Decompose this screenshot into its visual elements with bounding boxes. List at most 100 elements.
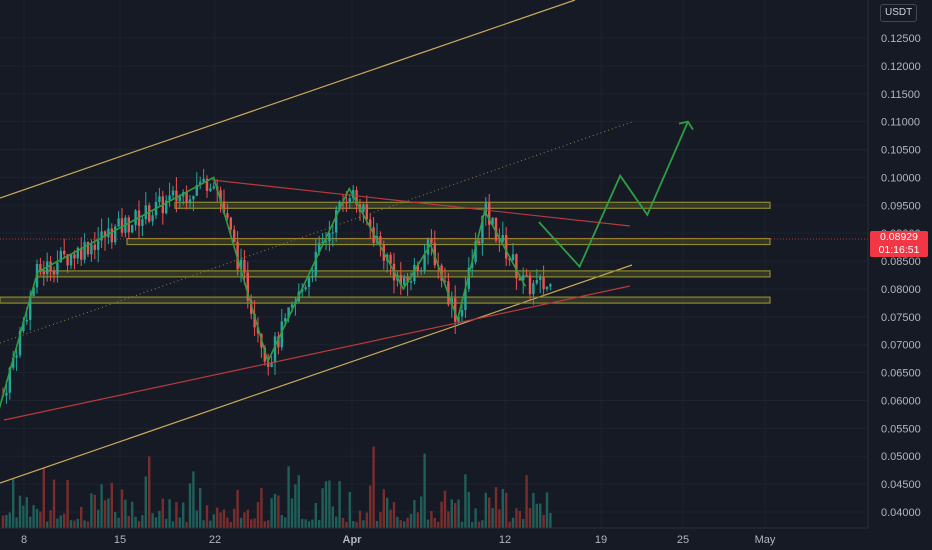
volume-bar <box>287 466 290 528</box>
candle-body <box>362 204 365 212</box>
volume-bar <box>18 495 22 528</box>
candle-body <box>18 330 22 356</box>
volume-bar <box>137 521 141 528</box>
candle-body <box>457 316 460 322</box>
volume-bar <box>532 493 535 528</box>
candle-body <box>253 313 256 328</box>
volume-bar <box>352 521 355 528</box>
price-axis[interactable]: 0.12500 0.12000 0.11500 0.11000 0.10500 0.100… <box>867 0 932 550</box>
candle-body <box>352 190 355 199</box>
volume-bar <box>192 471 195 528</box>
price-tick-label: 0.07000 <box>881 340 921 352</box>
price-tick-label: 0.12000 <box>881 61 921 73</box>
time-tick-label: 25 <box>677 534 689 546</box>
candle-body <box>236 241 239 270</box>
candle-body <box>324 241 328 243</box>
candle-body <box>430 239 433 243</box>
volume-bar <box>110 482 113 528</box>
candle-body <box>389 254 392 264</box>
price-axis-bg <box>868 0 932 550</box>
volume-bar <box>100 484 103 528</box>
volume-bar <box>195 510 198 528</box>
volume-bar <box>396 516 399 528</box>
support-resistance-zone <box>126 237 771 246</box>
candle-body <box>233 229 236 242</box>
volume-bar <box>338 481 341 528</box>
volume-bar <box>501 488 504 528</box>
volume-bar <box>165 518 168 528</box>
volume-bar <box>358 510 362 528</box>
candle-body <box>76 247 79 259</box>
volume-bar <box>423 453 426 528</box>
volume-bar <box>409 513 413 528</box>
volume-bar <box>202 520 205 528</box>
volume-bar <box>120 489 124 528</box>
time-axis[interactable]: 8 15 22 Apr 12 19 25 May <box>0 527 868 546</box>
volume-bar <box>131 501 134 528</box>
volume-bar <box>528 508 532 528</box>
candle-body <box>25 319 28 322</box>
volume-bar <box>290 498 294 528</box>
volume-bar <box>32 505 35 528</box>
candle-body <box>199 181 202 185</box>
candle-body <box>239 259 243 270</box>
candle-body <box>454 298 457 322</box>
volume-bar <box>460 521 464 528</box>
volume-bar <box>103 500 107 528</box>
candle-body <box>515 254 518 279</box>
projection-path-line <box>538 121 689 269</box>
volume-bar <box>141 515 144 528</box>
volume-bar <box>25 497 28 528</box>
candle-body <box>474 241 477 262</box>
volume-bar <box>416 512 419 528</box>
volume-bar <box>341 517 345 528</box>
volume-bar <box>83 520 86 528</box>
volume-bar <box>5 514 8 528</box>
candle-body <box>86 242 90 255</box>
candle-body <box>284 318 287 322</box>
price-tick-label: 0.08500 <box>881 256 921 268</box>
candle-body <box>107 228 110 238</box>
candle-body <box>467 267 470 289</box>
support-resistance-zone <box>174 201 771 209</box>
candle-body <box>226 213 229 218</box>
volume-bar <box>294 484 297 528</box>
volume-bar <box>29 516 32 528</box>
candle-body <box>511 254 515 261</box>
volume-bar <box>488 497 491 528</box>
price-tick-label: 0.04500 <box>881 479 921 491</box>
volume-bar <box>270 498 273 528</box>
volume-bar <box>477 521 481 528</box>
candle-body <box>535 280 538 284</box>
volume-bar <box>148 456 151 528</box>
candle-body <box>532 283 535 295</box>
support-resistance-zone <box>36 270 771 278</box>
candle-body <box>549 284 552 287</box>
candle-body <box>83 242 86 260</box>
candle-body <box>12 357 15 368</box>
volume-bar <box>127 515 130 528</box>
price-tick-label: 0.04000 <box>881 507 921 519</box>
volume-bar <box>199 488 202 528</box>
time-tick-label: Apr <box>343 534 363 546</box>
volume-bar <box>267 520 270 528</box>
volume-bar <box>212 514 215 528</box>
candle-body <box>348 198 351 203</box>
volume-bar <box>525 475 528 528</box>
price-tick-label: 0.10000 <box>881 172 921 184</box>
volume-bar <box>151 513 154 528</box>
volume-bar <box>205 505 209 528</box>
currency-label[interactable]: USDT <box>880 4 918 22</box>
volume-bar <box>511 517 515 528</box>
candle-body <box>192 195 195 200</box>
volume-bar <box>8 512 11 528</box>
volume-bar <box>277 495 280 528</box>
candle-body <box>110 228 113 243</box>
volume-bar <box>464 474 467 528</box>
candle-body <box>202 178 205 182</box>
candle-body <box>403 277 406 285</box>
volume-bar <box>144 476 147 528</box>
volume-bar <box>440 501 443 528</box>
volume-bar <box>216 507 219 528</box>
